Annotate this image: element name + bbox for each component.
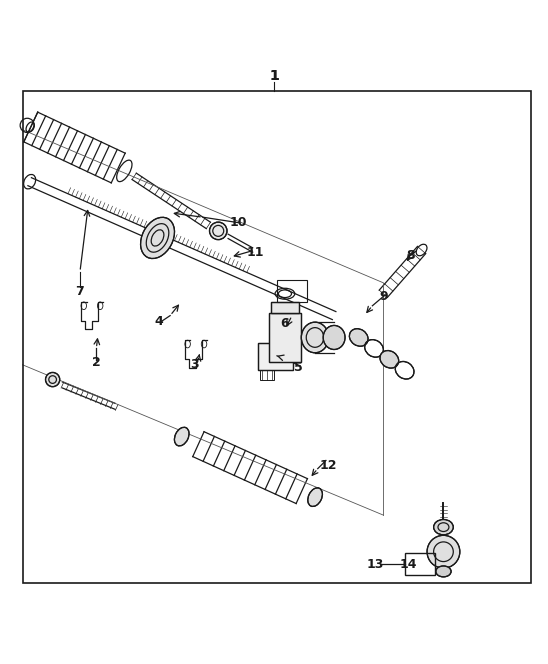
Ellipse shape xyxy=(308,488,322,507)
Bar xyxy=(405,553,435,575)
Circle shape xyxy=(427,535,460,568)
Text: 1: 1 xyxy=(269,69,279,83)
Text: 7: 7 xyxy=(76,284,84,297)
Ellipse shape xyxy=(174,428,189,446)
Bar xyxy=(269,313,301,362)
Ellipse shape xyxy=(323,325,345,349)
Bar xyxy=(269,313,301,362)
Circle shape xyxy=(45,373,60,386)
Bar xyxy=(271,302,299,313)
Bar xyxy=(271,302,299,313)
Text: 14: 14 xyxy=(399,558,416,571)
Bar xyxy=(258,343,293,371)
Text: 2: 2 xyxy=(92,355,101,369)
Text: 8: 8 xyxy=(406,249,415,262)
Text: 4: 4 xyxy=(155,315,164,327)
Bar xyxy=(258,343,293,371)
Text: 6: 6 xyxy=(281,317,289,330)
Text: 12: 12 xyxy=(320,459,338,472)
Text: 1: 1 xyxy=(269,69,279,83)
Text: 3: 3 xyxy=(190,359,199,371)
Text: 11: 11 xyxy=(246,246,264,259)
Ellipse shape xyxy=(433,519,453,535)
Text: 9: 9 xyxy=(379,290,387,303)
Text: 13: 13 xyxy=(367,558,384,571)
Ellipse shape xyxy=(141,217,174,258)
Text: 10: 10 xyxy=(230,216,247,229)
Circle shape xyxy=(209,222,227,240)
Ellipse shape xyxy=(436,566,451,577)
Text: 5: 5 xyxy=(294,361,303,374)
Bar xyxy=(260,371,274,380)
Ellipse shape xyxy=(301,322,329,353)
Ellipse shape xyxy=(350,329,368,346)
Ellipse shape xyxy=(380,351,398,368)
Bar xyxy=(277,280,307,302)
